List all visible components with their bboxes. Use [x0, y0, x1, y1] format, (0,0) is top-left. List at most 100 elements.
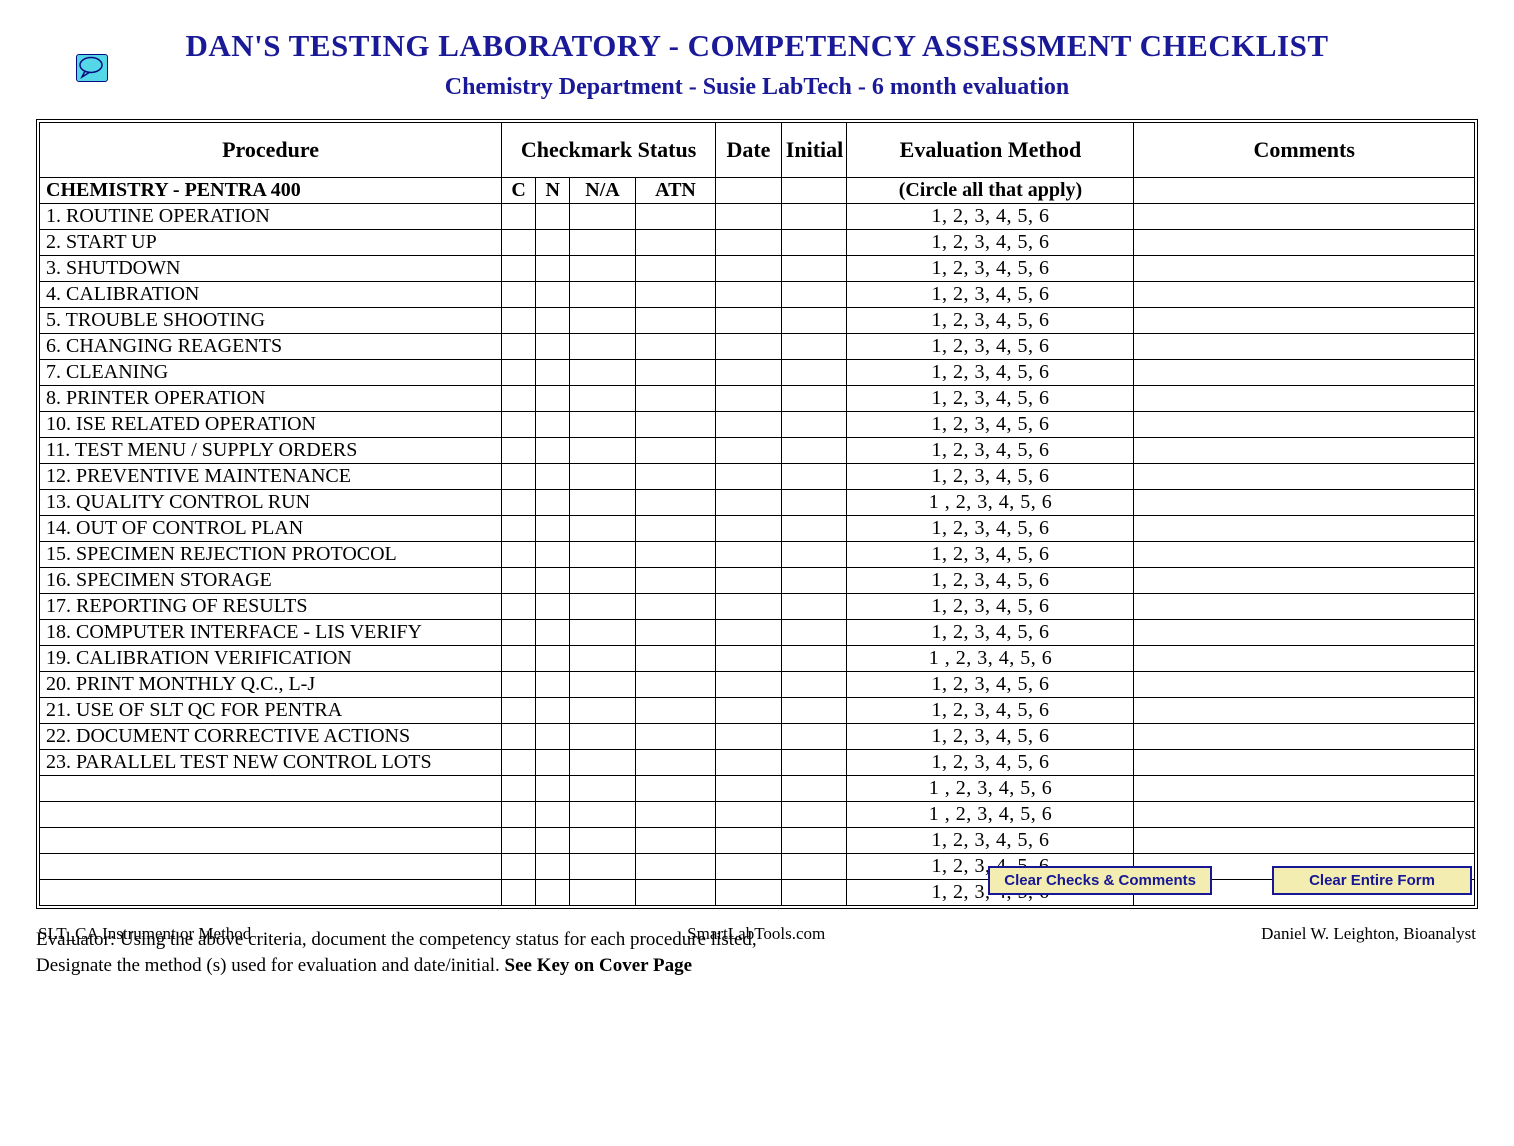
checkmark-cell[interactable] — [635, 594, 715, 620]
initial-cell[interactable] — [781, 620, 847, 646]
initial-cell[interactable] — [781, 854, 847, 880]
clear-checks-button[interactable]: Clear Checks & Comments — [988, 866, 1212, 895]
checkmark-cell[interactable] — [502, 204, 536, 230]
checkmark-cell[interactable] — [570, 230, 636, 256]
initial-cell[interactable] — [781, 776, 847, 802]
checkmark-cell[interactable] — [502, 854, 536, 880]
checkmark-cell[interactable] — [536, 854, 570, 880]
initial-cell[interactable] — [781, 438, 847, 464]
evaluation-cell[interactable]: 1, 2, 3, 4, 5, 6 — [847, 230, 1134, 256]
checkmark-cell[interactable] — [502, 230, 536, 256]
comments-cell[interactable] — [1134, 438, 1475, 464]
initial-cell[interactable] — [781, 490, 847, 516]
initial-cell[interactable] — [781, 698, 847, 724]
comments-cell[interactable] — [1134, 516, 1475, 542]
evaluation-cell[interactable]: 1, 2, 3, 4, 5, 6 — [847, 594, 1134, 620]
checkmark-cell[interactable] — [570, 438, 636, 464]
initial-cell[interactable] — [781, 646, 847, 672]
initial-cell[interactable] — [781, 672, 847, 698]
checkmark-cell[interactable] — [570, 568, 636, 594]
checkmark-cell[interactable] — [635, 308, 715, 334]
checkmark-cell[interactable] — [536, 828, 570, 854]
checkmark-cell[interactable] — [502, 594, 536, 620]
evaluation-cell[interactable]: 1, 2, 3, 4, 5, 6 — [847, 620, 1134, 646]
checkmark-cell[interactable] — [635, 776, 715, 802]
comments-cell[interactable] — [1134, 646, 1475, 672]
date-cell[interactable] — [716, 802, 782, 828]
checkmark-cell[interactable] — [536, 282, 570, 308]
evaluation-cell[interactable]: 1, 2, 3, 4, 5, 6 — [847, 724, 1134, 750]
evaluation-cell[interactable]: 1, 2, 3, 4, 5, 6 — [847, 828, 1134, 854]
checkmark-cell[interactable] — [570, 360, 636, 386]
comments-cell[interactable] — [1134, 464, 1475, 490]
checkmark-cell[interactable] — [635, 464, 715, 490]
checkmark-cell[interactable] — [635, 724, 715, 750]
checkmark-cell[interactable] — [536, 464, 570, 490]
initial-cell[interactable] — [781, 516, 847, 542]
checkmark-cell[interactable] — [502, 542, 536, 568]
checkmark-cell[interactable] — [570, 880, 636, 906]
checkmark-cell[interactable] — [502, 802, 536, 828]
checkmark-cell[interactable] — [536, 516, 570, 542]
date-cell[interactable] — [716, 230, 782, 256]
checkmark-cell[interactable] — [536, 230, 570, 256]
date-cell[interactable] — [716, 854, 782, 880]
evaluation-cell[interactable]: 1, 2, 3, 4, 5, 6 — [847, 750, 1134, 776]
checkmark-cell[interactable] — [502, 698, 536, 724]
comments-cell[interactable] — [1134, 672, 1475, 698]
checkmark-cell[interactable] — [635, 828, 715, 854]
checkmark-cell[interactable] — [536, 568, 570, 594]
date-cell[interactable] — [716, 828, 782, 854]
checkmark-cell[interactable] — [502, 386, 536, 412]
comments-cell[interactable] — [1134, 282, 1475, 308]
comments-cell[interactable] — [1134, 802, 1475, 828]
checkmark-cell[interactable] — [635, 386, 715, 412]
checkmark-cell[interactable] — [536, 204, 570, 230]
checkmark-cell[interactable] — [502, 490, 536, 516]
comments-cell[interactable] — [1134, 594, 1475, 620]
checkmark-cell[interactable] — [570, 698, 636, 724]
date-cell[interactable] — [716, 464, 782, 490]
comment-bubble-icon[interactable] — [76, 54, 108, 82]
checkmark-cell[interactable] — [635, 360, 715, 386]
comments-cell[interactable] — [1134, 568, 1475, 594]
evaluation-cell[interactable]: 1, 2, 3, 4, 5, 6 — [847, 464, 1134, 490]
date-cell[interactable] — [716, 334, 782, 360]
checkmark-cell[interactable] — [635, 412, 715, 438]
checkmark-cell[interactable] — [570, 828, 636, 854]
checkmark-cell[interactable] — [570, 724, 636, 750]
checkmark-cell[interactable] — [502, 828, 536, 854]
initial-cell[interactable] — [781, 412, 847, 438]
checkmark-cell[interactable] — [635, 282, 715, 308]
comments-cell[interactable] — [1134, 776, 1475, 802]
initial-cell[interactable] — [781, 750, 847, 776]
comments-cell[interactable] — [1134, 828, 1475, 854]
date-cell[interactable] — [716, 542, 782, 568]
initial-cell[interactable] — [781, 334, 847, 360]
initial-cell[interactable] — [781, 230, 847, 256]
checkmark-cell[interactable] — [570, 620, 636, 646]
initial-cell[interactable] — [781, 282, 847, 308]
checkmark-cell[interactable] — [570, 334, 636, 360]
checkmark-cell[interactable] — [502, 646, 536, 672]
checkmark-cell[interactable] — [635, 516, 715, 542]
evaluation-cell[interactable]: 1, 2, 3, 4, 5, 6 — [847, 672, 1134, 698]
checkmark-cell[interactable] — [570, 516, 636, 542]
checkmark-cell[interactable] — [635, 672, 715, 698]
checkmark-cell[interactable] — [635, 230, 715, 256]
checkmark-cell[interactable] — [536, 750, 570, 776]
evaluation-cell[interactable]: 1, 2, 3, 4, 5, 6 — [847, 698, 1134, 724]
checkmark-cell[interactable] — [536, 438, 570, 464]
evaluation-cell[interactable]: 1, 2, 3, 4, 5, 6 — [847, 516, 1134, 542]
checkmark-cell[interactable] — [536, 490, 570, 516]
checkmark-cell[interactable] — [502, 776, 536, 802]
evaluation-cell[interactable]: 1 , 2, 3, 4, 5, 6 — [847, 646, 1134, 672]
checkmark-cell[interactable] — [570, 412, 636, 438]
initial-cell[interactable] — [781, 724, 847, 750]
initial-cell[interactable] — [781, 464, 847, 490]
checkmark-cell[interactable] — [536, 308, 570, 334]
checkmark-cell[interactable] — [536, 698, 570, 724]
comments-cell[interactable] — [1134, 490, 1475, 516]
comments-cell[interactable] — [1134, 542, 1475, 568]
date-cell[interactable] — [716, 516, 782, 542]
